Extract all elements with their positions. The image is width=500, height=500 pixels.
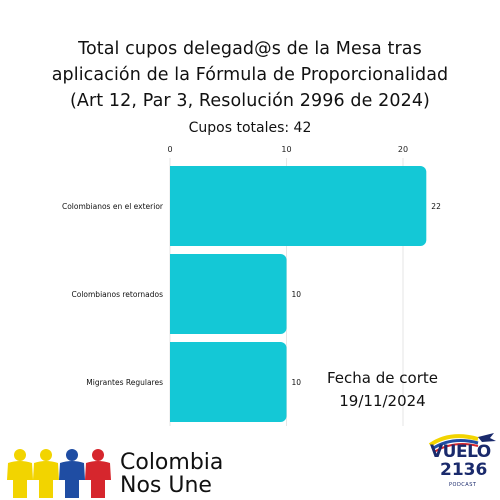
brand-line-2: Nos Une [120, 473, 212, 498]
bar-left-edge [170, 166, 178, 246]
value-label: 10 [292, 290, 302, 299]
chart-subtitle: Cupos totales: 42 [188, 120, 312, 136]
bar [170, 342, 287, 422]
chart-title: Total cupos delegad@s de la Mesa tras ap… [0, 36, 500, 114]
cutoff-date-value: 19/11/2024 [339, 392, 426, 410]
category-label: Migrantes Regulares [86, 378, 163, 387]
chart-title-line-2: aplicación de la Fórmula de Proporcional… [51, 65, 449, 85]
category-label: Colombianos retornados [72, 290, 164, 299]
bar [170, 254, 287, 334]
colombia-nos-une-figures-icon [7, 449, 111, 498]
value-label: 22 [431, 202, 441, 211]
bar [170, 166, 427, 246]
podcast-tag: PODCAST [449, 482, 477, 488]
podcast-name: VUELO [430, 442, 491, 462]
podcast-number: 2136 [440, 460, 488, 480]
x-tick-label: 0 [167, 145, 172, 154]
vuelo-podcast-logo-icon [428, 433, 496, 453]
cutoff-date-note: Fecha de corte 19/11/2024 [300, 367, 465, 413]
chart-title-line-1: Total cupos delegad@s de la Mesa tras [78, 39, 422, 59]
figure-blue [59, 449, 85, 498]
figure-yellow-2 [33, 449, 59, 498]
figure-yellow-1 [7, 449, 33, 498]
chart-title-line-3: (Art 12, Par 3, Resolución 2996 de 2024) [70, 91, 430, 111]
x-tick-label: 20 [398, 145, 408, 154]
bar-chart: 0 10 20 Colombianos en el exterior 22 Colombi… [62, 145, 441, 426]
category-label: Colombianos en el exterior [62, 202, 164, 211]
figure-red [85, 449, 111, 498]
cutoff-date-label: Fecha de corte [327, 369, 438, 387]
bar-left-edge [170, 254, 178, 334]
bar-left-edge [170, 342, 178, 422]
brand-line-1: Colombia [120, 450, 224, 475]
x-tick-label: 10 [281, 145, 291, 154]
colombia-nos-une-logo: Colombia Nos Une [120, 451, 223, 497]
value-label: 10 [292, 378, 302, 387]
